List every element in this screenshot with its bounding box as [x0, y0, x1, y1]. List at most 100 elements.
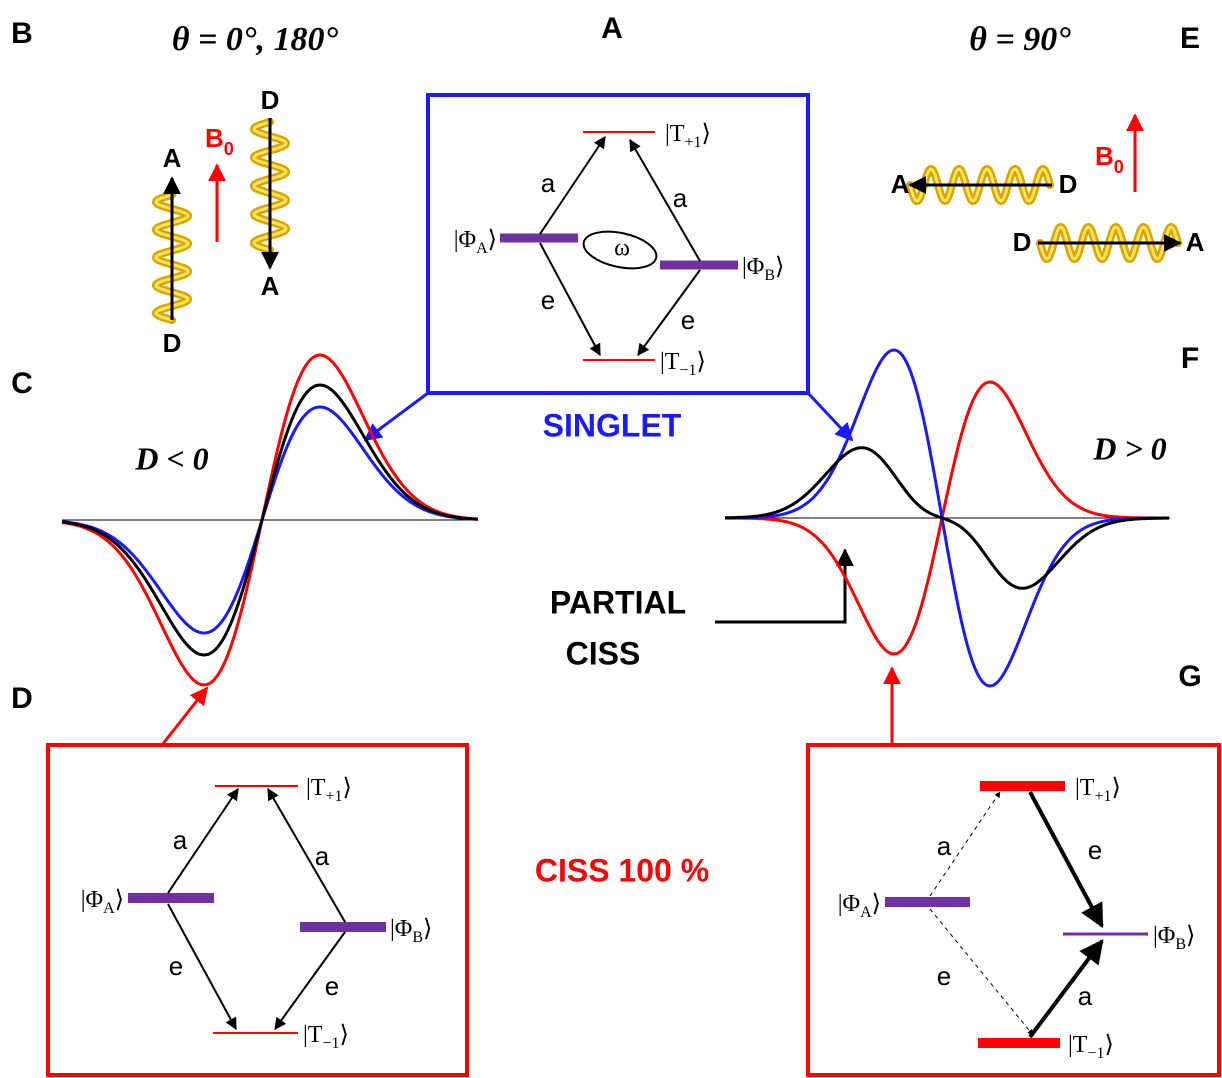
level-end: ⟩ — [115, 887, 124, 913]
pointer — [160, 686, 209, 746]
level-label: |T−1⟩ — [660, 349, 706, 380]
arrow — [539, 242, 601, 357]
label: ω — [614, 236, 630, 262]
field-label: B0 — [1095, 141, 1124, 177]
label: a — [315, 841, 330, 871]
level-end: ⟩ — [423, 916, 432, 942]
arrow — [539, 136, 606, 235]
label: a — [1078, 981, 1093, 1011]
spectrum — [61, 353, 479, 687]
arrow — [929, 908, 1034, 1036]
pointer — [363, 391, 429, 442]
level-sub: −1 — [1087, 1045, 1104, 1062]
level-base: |Φ — [742, 254, 764, 280]
level-label: |ΦA⟩ — [81, 887, 124, 918]
label: A — [891, 169, 910, 199]
panel-a-box — [426, 93, 810, 395]
label: SINGLET — [543, 407, 682, 443]
label: e — [325, 971, 339, 1001]
level-sub: −1 — [322, 1035, 339, 1052]
arrow — [167, 903, 237, 1031]
level-base: |Φ — [81, 887, 103, 913]
level-sub: +1 — [325, 788, 342, 805]
level-end: ⟩ — [775, 254, 784, 280]
label: D — [261, 85, 280, 115]
level-end: ⟩ — [1186, 923, 1195, 949]
label: a — [173, 825, 188, 855]
arrow — [629, 138, 701, 262]
level-end: ⟩ — [343, 775, 352, 801]
precession — [582, 230, 658, 270]
arrow — [637, 269, 701, 356]
level-label: |T−1⟩ — [303, 1022, 349, 1053]
level-sub: B — [764, 267, 775, 284]
level-label: |ΦB⟩ — [390, 916, 432, 947]
level-end: ⟩ — [702, 121, 711, 147]
level-base: |Φ — [838, 891, 860, 917]
label: e — [541, 285, 555, 315]
arrow — [267, 787, 346, 923]
helix-highlight — [252, 120, 288, 252]
label: B — [11, 17, 33, 50]
helix-highlight — [154, 193, 190, 322]
label: a — [673, 183, 688, 213]
label: A — [163, 143, 182, 173]
label: C — [11, 367, 33, 400]
arrow — [1028, 791, 1104, 929]
spectrum — [725, 446, 1169, 590]
level-end: ⟩ — [488, 227, 497, 253]
field-base: B — [1095, 141, 1114, 171]
label: CISS — [566, 635, 641, 671]
level-base: |Φ — [1153, 923, 1175, 949]
level-base: |Φ — [390, 916, 412, 942]
label: θ = 90° — [969, 21, 1071, 58]
spectrum — [61, 383, 479, 657]
label: F — [1181, 342, 1199, 375]
label: E — [1180, 22, 1200, 55]
level-sub: −1 — [679, 362, 696, 379]
arrow — [929, 791, 1001, 897]
label: D < 0 — [134, 440, 208, 476]
level-base: |T — [665, 121, 685, 147]
level-base: |T — [306, 775, 326, 801]
spectrum — [725, 380, 1169, 656]
label: e — [937, 961, 951, 991]
level-end: ⟩ — [1105, 1032, 1114, 1058]
spectrum — [724, 348, 1169, 688]
level-label: |ΦB⟩ — [1153, 923, 1195, 954]
level-label: |ΦB⟩ — [742, 254, 784, 285]
label: D — [11, 682, 33, 715]
label: CISS 100 % — [535, 852, 709, 888]
field-label: B0 — [205, 123, 234, 159]
level-sub: A — [476, 240, 488, 257]
field-sub: 0 — [1114, 157, 1124, 177]
level-sub: +1 — [1094, 788, 1111, 805]
level-sub: B — [1175, 936, 1186, 953]
arrow — [167, 788, 239, 894]
label: e — [169, 951, 183, 981]
label: A — [601, 12, 623, 45]
level-sub: A — [103, 900, 115, 917]
level-end: ⟩ — [697, 349, 706, 375]
label: G — [1178, 660, 1201, 693]
level-label: |T+1⟩ — [306, 775, 352, 806]
field-sub: 0 — [224, 139, 234, 159]
label: PARTIAL — [550, 584, 686, 620]
label: D — [1013, 227, 1032, 257]
level-label: |T+1⟩ — [665, 121, 711, 152]
level-sub: B — [412, 929, 423, 946]
label: a — [937, 831, 952, 861]
arrow — [1028, 939, 1104, 1039]
level-label: |ΦA⟩ — [838, 891, 881, 922]
level-label: |T−1⟩ — [1068, 1032, 1114, 1063]
label: A — [1186, 227, 1205, 257]
level-label: |ΦA⟩ — [454, 227, 497, 258]
pointer — [806, 391, 854, 442]
label: D — [1059, 169, 1078, 199]
label: θ = 0°, 180° — [172, 21, 339, 58]
level-base: |T — [1075, 775, 1095, 801]
arrow — [274, 931, 346, 1030]
panel-g-box — [806, 743, 1221, 1077]
label: D > 0 — [1092, 430, 1166, 466]
field-base: B — [205, 123, 224, 153]
